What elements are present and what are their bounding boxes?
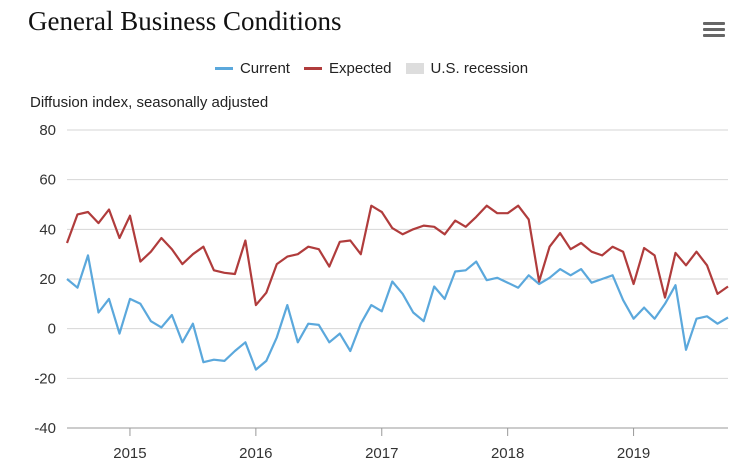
- y-tick-label: -40: [34, 420, 56, 437]
- legend-swatch-recession: [405, 62, 424, 74]
- y-axis-label: Diffusion index, seasonally adjusted: [30, 94, 269, 111]
- y-tick-label: 60: [39, 172, 56, 189]
- series-line-expected[interactable]: [65, 204, 729, 307]
- y-tick-label: 0: [48, 321, 56, 338]
- legend-label-recession: U.S. recession: [430, 59, 529, 77]
- x-tick-label: 2015: [113, 445, 146, 462]
- y-tick-label: -20: [34, 370, 56, 387]
- legend-label-current: Current: [239, 59, 290, 77]
- series-line-current[interactable]: [66, 254, 729, 371]
- legend-swatch-current: [214, 66, 233, 70]
- y-tick-label: 20: [39, 271, 56, 288]
- legend: Current Expected U.S. recession: [0, 57, 743, 79]
- hamburger-menu-icon[interactable]: [703, 22, 725, 44]
- x-tick-label: 2016: [239, 445, 272, 462]
- legend-label-expected: Expected: [328, 59, 392, 77]
- y-tick-label: 40: [39, 221, 56, 238]
- legend-swatch-expected: [303, 66, 322, 70]
- x-tick-label: 2018: [491, 445, 524, 462]
- chart-title: General Business Conditions: [28, 6, 342, 36]
- x-tick-label: 2017: [365, 445, 398, 462]
- legend-item-expected[interactable]: Expected: [303, 59, 392, 77]
- legend-item-current[interactable]: Current: [214, 59, 290, 77]
- legend-item-recession[interactable]: U.S. recession: [405, 59, 529, 77]
- x-tick-label: 2019: [617, 445, 650, 462]
- y-tick-label: 80: [39, 122, 56, 139]
